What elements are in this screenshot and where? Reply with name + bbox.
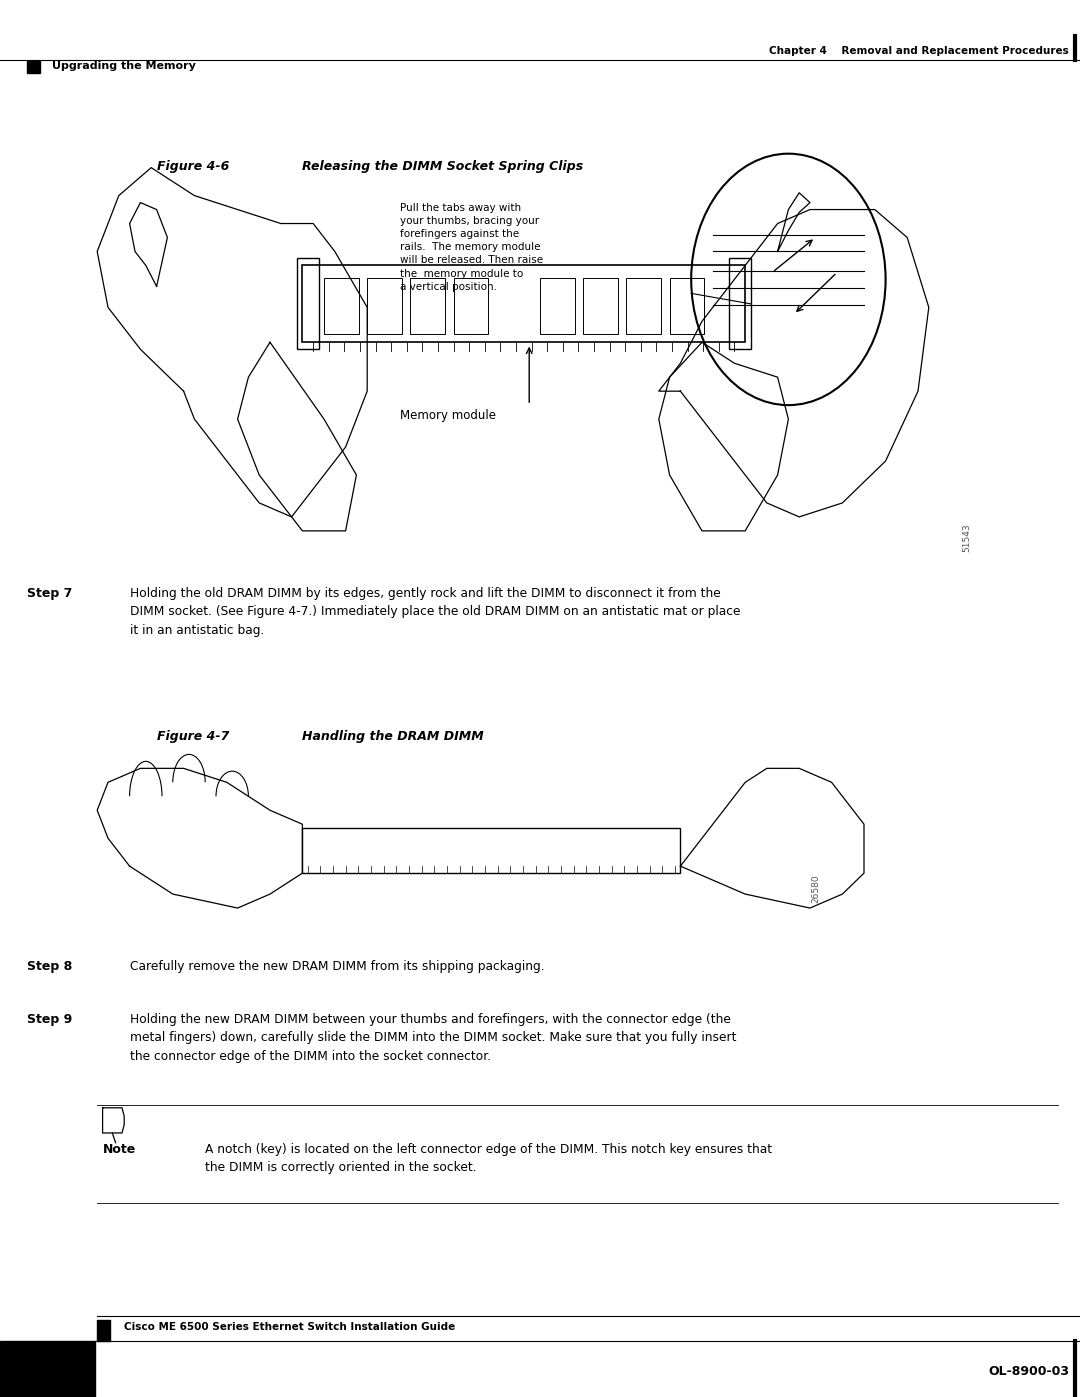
Bar [97, 1320, 110, 1341]
Bar [626, 278, 661, 334]
Bar [302, 828, 680, 873]
Text: 51543: 51543 [962, 524, 971, 552]
Bar [454, 278, 488, 334]
Text: Step 8: Step 8 [27, 960, 72, 972]
Text: Pull the tabs away with
your thumbs, bracing your
forefingers against the
rails.: Pull the tabs away with your thumbs, bra… [400, 203, 543, 292]
Bar [410, 278, 445, 334]
Text: Step 9: Step 9 [27, 1013, 72, 1025]
Bar [367, 278, 402, 334]
Bar [297, 258, 319, 349]
Text: Step 7: Step 7 [27, 587, 72, 599]
Text: Memory module: Memory module [400, 409, 496, 422]
Text: Holding the new DRAM DIMM between your thumbs and forefingers, with the connecto: Holding the new DRAM DIMM between your t… [130, 1013, 737, 1063]
Text: Figure 4-7: Figure 4-7 [157, 731, 229, 743]
Bar [302, 265, 745, 342]
Text: A notch (key) is located on the left connector edge of the DIMM. This notch key : A notch (key) is located on the left con… [205, 1143, 772, 1173]
Bar [324, 278, 359, 334]
Bar [670, 278, 704, 334]
Text: Cisco ME 6500 Series Ethernet Switch Installation Guide: Cisco ME 6500 Series Ethernet Switch Ins… [124, 1322, 456, 1333]
Text: Figure 4-6: Figure 4-6 [157, 161, 229, 173]
Bar [729, 258, 751, 349]
Text: Holding the old DRAM DIMM by its edges, gently rock and lift the DIMM to disconn: Holding the old DRAM DIMM by its edges, … [130, 587, 740, 637]
Bar [0, 1341, 95, 1397]
Text: Chapter 4    Removal and Replacement Procedures: Chapter 4 Removal and Replacement Proced… [769, 46, 1069, 56]
Text: Upgrading the Memory: Upgrading the Memory [52, 60, 195, 70]
Bar [540, 278, 575, 334]
Text: 26580: 26580 [811, 875, 820, 902]
Text: OL-8900-03: OL-8900-03 [988, 1365, 1069, 1379]
Text: 4-12: 4-12 [30, 1365, 65, 1379]
Text: Releasing the DIMM Socket Spring Clips: Releasing the DIMM Socket Spring Clips [302, 161, 583, 173]
Bar [583, 278, 618, 334]
Text: Handling the DRAM DIMM: Handling the DRAM DIMM [302, 731, 484, 743]
Text: Carefully remove the new DRAM DIMM from its shipping packaging.: Carefully remove the new DRAM DIMM from … [130, 960, 544, 972]
Text: Note: Note [103, 1143, 136, 1155]
Bar [27, 61, 40, 73]
